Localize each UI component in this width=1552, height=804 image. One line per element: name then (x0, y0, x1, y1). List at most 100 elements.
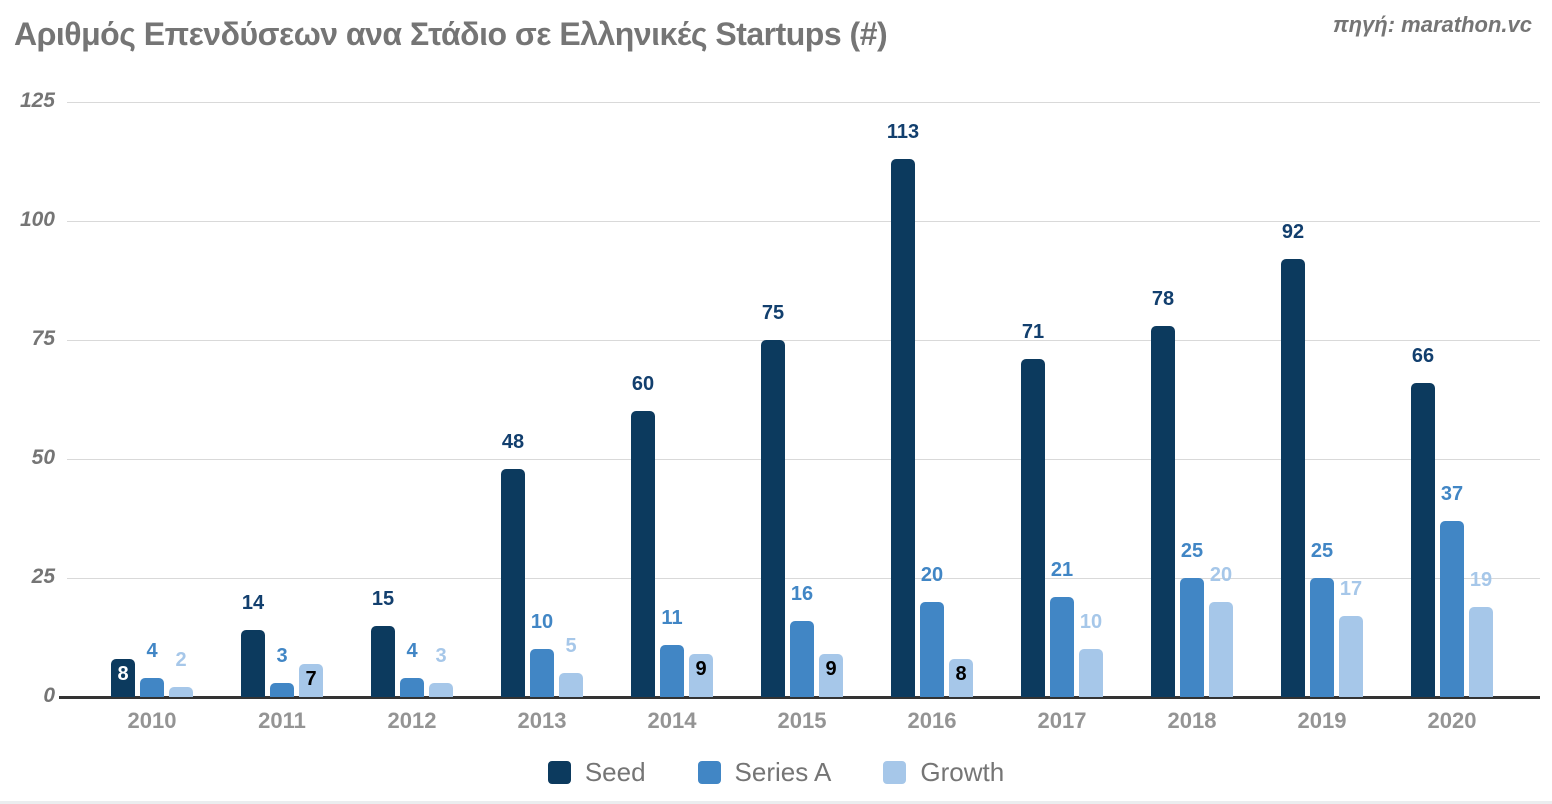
value-label-growth-2017: 10 (1079, 611, 1103, 634)
x-axis-label-2016: 2016 (907, 708, 957, 733)
x-axis-label-2020: 2020 (1427, 708, 1477, 733)
bar-seed-2017[interactable] (1021, 359, 1045, 697)
bar-group-2018: 78 25 20 (1151, 102, 1233, 697)
legend-label-seed: Seed (584, 757, 646, 787)
value-label-growth-2015: 9 (825, 658, 837, 681)
x-axis-label-2015: 2015 (777, 708, 827, 733)
value-label-series-a-2015: 16 (790, 582, 814, 605)
bar-group-2011: 14 3 7 (241, 102, 323, 697)
bar-seed-2020[interactable] (1411, 382, 1435, 697)
bar-growth-2015[interactable] (819, 654, 843, 697)
value-label-series-a-2016: 20 (920, 563, 944, 586)
value-label-seed-2019: 92 (1281, 221, 1305, 244)
x-axis-label-2014: 2014 (647, 708, 697, 733)
legend-item-growth[interactable]: Growth (883, 757, 1004, 788)
value-label-seed-2016: 113 (886, 121, 920, 144)
bar-group-2014: 60 11 9 (631, 102, 713, 697)
bar-series-a-2018[interactable] (1180, 578, 1204, 697)
gridline-25 (67, 577, 1540, 579)
chart-title: Αριθμός Επενδύσεων ανα Στάδιο σε Ελληνικ… (14, 16, 888, 52)
bar-group-2012: 15 4 3 (371, 102, 453, 697)
value-label-growth-2014: 9 (695, 658, 707, 681)
bar-seed-2015[interactable] (761, 340, 785, 697)
bottom-divider (0, 801, 1552, 804)
bar-growth-2017[interactable] (1079, 649, 1103, 697)
y-axis-label-100: 100 (19, 208, 55, 231)
bar-series-a-2010[interactable] (140, 677, 164, 697)
value-label-seed-2020: 66 (1411, 344, 1435, 367)
bar-growth-2020[interactable] (1469, 606, 1493, 697)
gridline-50 (67, 458, 1540, 460)
value-label-growth-2020: 19 (1469, 568, 1493, 591)
value-label-growth-2016: 8 (955, 662, 967, 685)
y-axis-label-75: 75 (31, 327, 55, 350)
bar-growth-2019[interactable] (1339, 616, 1363, 697)
bar-group-2017: 71 21 10 (1021, 102, 1103, 697)
bar-series-a-2014[interactable] (660, 644, 684, 697)
bar-growth-2018[interactable] (1209, 601, 1233, 697)
value-label-growth-2018: 20 (1209, 563, 1233, 586)
bar-seed-2014[interactable] (631, 411, 655, 697)
value-label-seed-2017: 71 (1021, 321, 1045, 344)
bar-growth-2011[interactable] (299, 663, 323, 697)
legend-item-series-a[interactable]: Series A (697, 757, 831, 788)
x-axis-label-2018: 2018 (1167, 708, 1217, 733)
bar-series-a-2011[interactable] (270, 682, 294, 697)
bar-seed-2018[interactable] (1151, 325, 1175, 697)
value-label-series-a-2019: 25 (1310, 540, 1334, 562)
gridline-75 (67, 339, 1540, 341)
bar-series-a-2020[interactable] (1440, 520, 1464, 697)
source-note: πηγή: marathon.vc (1332, 12, 1532, 37)
value-label-seed-2012: 15 (371, 587, 395, 610)
legend-item-seed[interactable]: Seed (547, 757, 646, 788)
value-label-seed-2018: 78 (1151, 287, 1175, 310)
bar-series-a-2019[interactable] (1310, 578, 1334, 697)
value-label-series-a-2011: 3 (276, 644, 288, 667)
value-label-growth-2011: 7 (305, 667, 317, 690)
bar-growth-2016[interactable] (949, 658, 973, 697)
legend-label-growth: Growth (920, 757, 1005, 787)
value-label-growth-2012: 3 (435, 644, 447, 667)
x-axis-label-2019: 2019 (1297, 708, 1347, 733)
y-axis-label-0: 0 (43, 684, 55, 707)
value-label-series-a-2020: 37 (1440, 482, 1464, 505)
x-axis-label-2013: 2013 (517, 708, 567, 733)
bar-series-a-2012[interactable] (400, 677, 424, 697)
bar-group-2016: 113 20 8 (887, 102, 973, 697)
gridline-125 (67, 101, 1540, 103)
x-axis-label-2012: 2012 (387, 708, 437, 733)
value-label-series-a-2013: 10 (530, 611, 554, 634)
bar-growth-2013[interactable] (559, 673, 583, 697)
bar-series-a-2016[interactable] (920, 601, 944, 697)
value-label-series-a-2014: 11 (661, 606, 683, 629)
x-axis-label-2017: 2017 (1037, 708, 1087, 733)
legend-swatch-growth (883, 761, 907, 784)
bar-seed-2019[interactable] (1281, 259, 1305, 697)
bar-group-2020: 66 37 19 (1411, 102, 1493, 697)
gridline-100 (67, 220, 1540, 222)
bar-seed-2012[interactable] (371, 625, 395, 697)
bar-seed-2013[interactable] (501, 468, 525, 697)
bar-seed-2010[interactable] (111, 658, 135, 697)
y-axis-label-50: 50 (31, 446, 55, 469)
legend-swatch-seed (547, 761, 571, 784)
value-label-seed-2015: 75 (761, 302, 785, 324)
bar-series-a-2017[interactable] (1050, 597, 1074, 697)
x-axis-line (59, 696, 1540, 699)
value-label-growth-2010: 2 (175, 649, 187, 672)
bar-growth-2014[interactable] (689, 654, 713, 697)
bar-growth-2010[interactable] (169, 687, 193, 697)
value-label-seed-2013: 48 (501, 430, 525, 453)
bar-series-a-2015[interactable] (790, 620, 814, 697)
value-label-series-a-2018: 25 (1180, 540, 1204, 562)
value-label-growth-2019: 17 (1339, 578, 1363, 601)
y-axis-label-25: 25 (31, 565, 55, 588)
bar-series-a-2013[interactable] (530, 649, 554, 697)
bar-seed-2011[interactable] (241, 630, 265, 697)
bar-seed-2016[interactable] (891, 159, 915, 697)
value-label-series-a-2012: 4 (406, 639, 418, 662)
bar-growth-2012[interactable] (429, 682, 453, 697)
x-axis-label-2011: 2011 (258, 708, 306, 733)
value-label-seed-2014: 60 (631, 373, 655, 396)
